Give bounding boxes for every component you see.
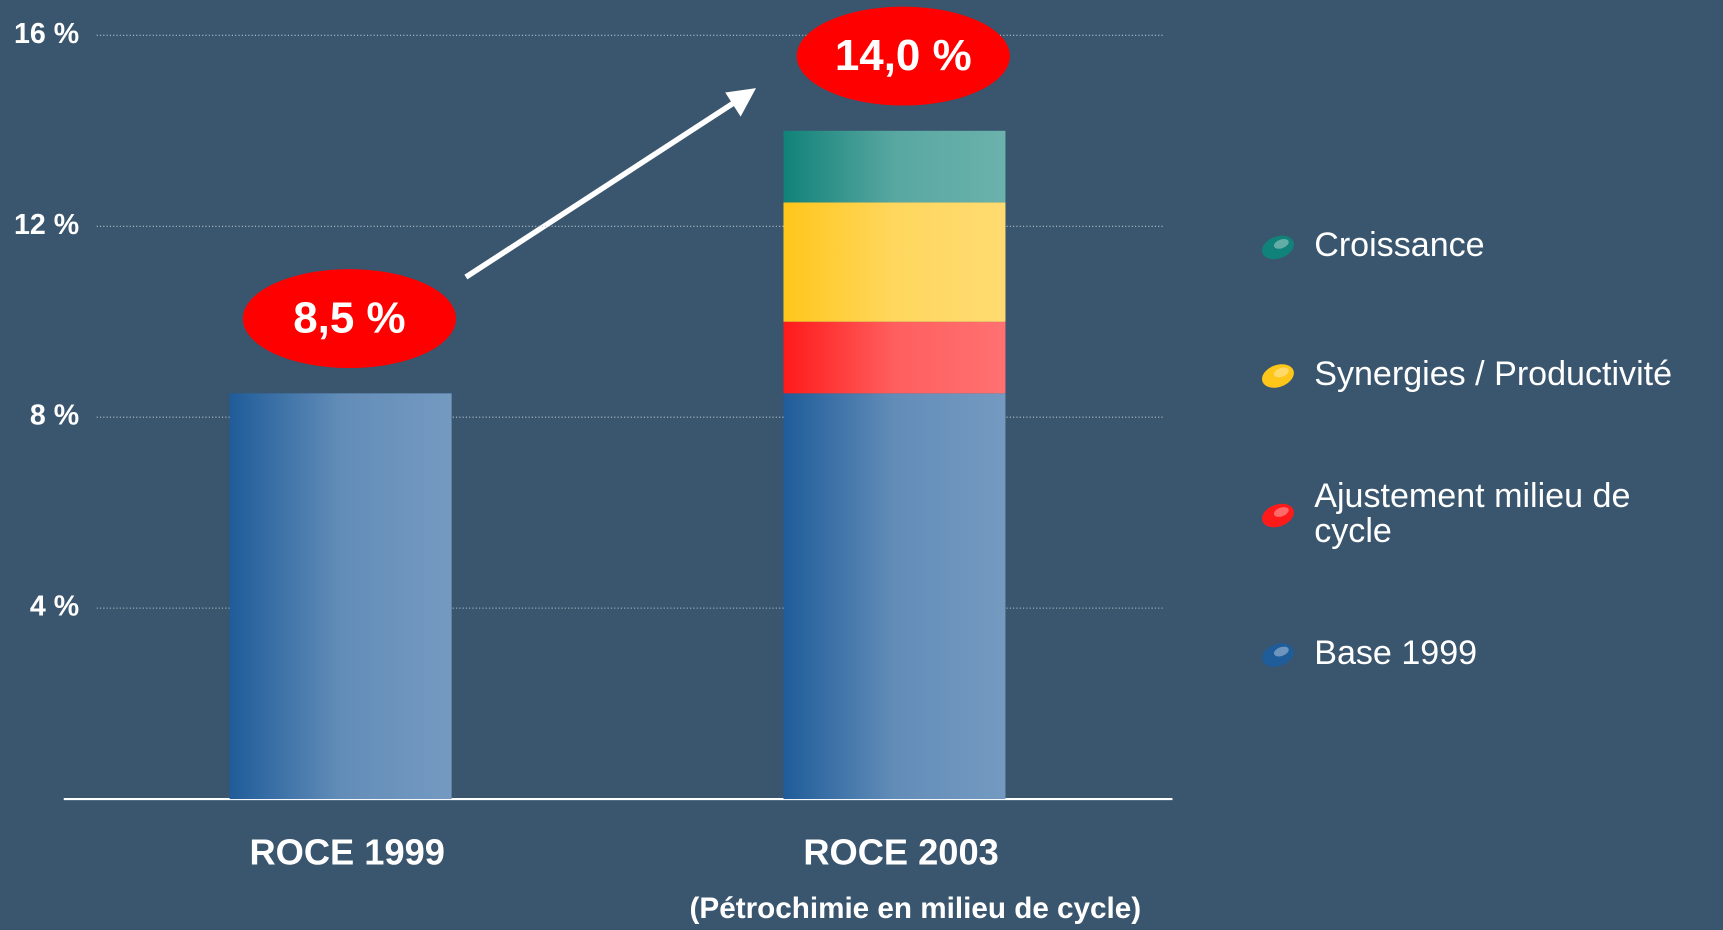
legend-item: Croissance	[1314, 227, 1485, 264]
bar-shade	[783, 321, 1006, 394]
legend-marker	[1262, 364, 1294, 388]
legend-item: Synergies / Productivité	[1314, 356, 1673, 393]
arrow	[464, 98, 738, 280]
legend-item: Ajustement milieu de cycle	[1314, 478, 1631, 550]
legend-marker	[1262, 503, 1294, 528]
bar-shade	[783, 130, 1006, 203]
legend-item: Base 1999	[1314, 635, 1478, 672]
arrow-head	[725, 88, 757, 117]
bar-shade	[783, 393, 1006, 800]
total-badge	[242, 269, 457, 369]
legend-marker-shine	[1273, 507, 1289, 517]
legend-label: Croissance	[1314, 227, 1485, 264]
total-label: 14,0 %	[835, 31, 972, 80]
total-badge	[796, 6, 1010, 106]
y-tick-label: 4 %	[30, 591, 79, 623]
legend-label: Ajustement milieu de cycle	[1314, 478, 1631, 550]
legend-marker-shine	[1273, 238, 1289, 249]
x-tick-label: ROCE 2003	[803, 832, 998, 873]
legend-marker-shine	[1273, 367, 1289, 378]
y-tick-label: 16 %	[14, 18, 79, 50]
x-tick-label: ROCE 1999	[250, 832, 445, 873]
bar-shade	[229, 393, 452, 800]
y-tick-label: 8 %	[30, 400, 79, 432]
legend-marker	[1262, 643, 1294, 667]
legend-marker-shine	[1273, 646, 1289, 657]
legend-label: Base 1999	[1314, 635, 1478, 672]
annotation: (Pétrochimie en milieu de cycle)	[690, 892, 1142, 925]
total-label: 8,5 %	[293, 293, 405, 342]
bar-shade	[783, 202, 1006, 322]
legend-label: Synergies / Productivité	[1314, 356, 1673, 393]
y-tick-label: 12 %	[14, 209, 79, 241]
legend-marker	[1262, 235, 1294, 260]
